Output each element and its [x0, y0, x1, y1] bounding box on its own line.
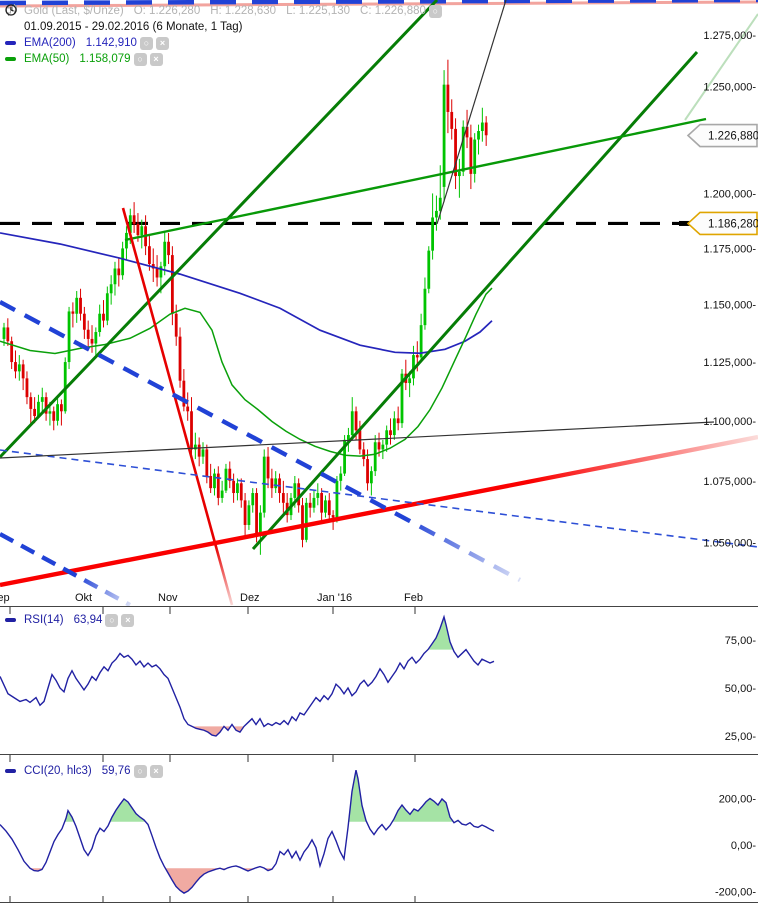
downtrend-steep-red[interactable]	[121, 207, 234, 606]
cci-value: 59,76	[101, 765, 131, 777]
indicator-overbought-fill	[348, 770, 367, 822]
ema200-value: 1.142,910	[85, 37, 137, 49]
instrument-name: Gold (Last, $/Unze)	[24, 5, 124, 17]
cci-legend: CCI(20, hlc3) 59,76 ○ ×	[5, 764, 163, 778]
rsi-legend-row: RSI(14) 63,94 ○ ×	[5, 613, 135, 627]
uptrend-steep-sep[interactable]	[0, 0, 439, 459]
ema200-color-dash	[5, 41, 16, 45]
month-axis-label: Nov	[158, 592, 178, 604]
cci-axis-label: -200,00-	[715, 887, 756, 899]
rsi-remove-button[interactable]: ×	[121, 613, 135, 627]
indicator-overbought-fill	[392, 798, 454, 822]
top-resistance-blue-dashed[interactable]	[0, 0, 758, 6]
instrument-close: C: 1.226,880	[360, 5, 426, 17]
cci-settings-button[interactable]: ○	[133, 764, 147, 778]
projection-pale-green[interactable]	[684, 13, 758, 121]
month-axis-label: Feb	[404, 592, 423, 604]
period-label: 01.09.2015 - 29.02.2016 (6 Monate, 1 Tag…	[24, 21, 243, 33]
steep-thin-black[interactable]	[436, 0, 507, 225]
instrument-open: O: 1.226,280	[133, 5, 201, 17]
indicator-overbought-fill	[64, 810, 74, 822]
rsi-line[interactable]	[0, 614, 495, 737]
month-axis-label: Dez	[240, 592, 260, 604]
price-axis-label: 1.050,000-	[703, 537, 756, 549]
price-axis-label: 1.275,000-	[703, 30, 756, 42]
indicator-overbought-fill	[109, 798, 146, 822]
ema50-settings-button[interactable]: ○	[133, 52, 147, 66]
cci-line[interactable]	[0, 769, 495, 894]
instrument-legend-row: Gold (Last, $/Unze) O: 1.226,280 H: 1.22…	[5, 4, 442, 18]
price-axis-label: 1.150,000-	[703, 300, 756, 312]
rsi-axis-label: 50,00-	[725, 683, 757, 695]
indicator-oversold-fill	[165, 868, 220, 894]
candles-layer	[2, 59, 488, 555]
price-axis-label: 1.125,000-	[703, 357, 756, 369]
rsi-color-dash	[5, 618, 16, 622]
cci-legend-row: CCI(20, hlc3) 59,76 ○ ×	[5, 764, 163, 778]
ema200-legend-row: EMA(200) 1.142,910 ○ ×	[5, 36, 442, 50]
price-axis-label: 1.075,000-	[703, 476, 756, 488]
month-axis-label: Sep	[0, 592, 10, 604]
cci-axis-label: 200,00-	[719, 794, 757, 806]
price-axis-label: 1.100,000-	[703, 416, 756, 428]
rsi-axis-label: 25,00-	[725, 731, 757, 743]
period-legend-row: 01.09.2015 - 29.02.2016 (6 Monate, 1 Tag…	[5, 4, 442, 34]
rsi-label: RSI(14)	[24, 614, 64, 626]
rsi-settings-button[interactable]: ○	[105, 613, 119, 627]
ema200-settings-button[interactable]: ○	[139, 36, 153, 50]
ema200-line[interactable]	[0, 232, 493, 355]
ema50-label: EMA(50)	[24, 53, 70, 65]
downtrend-thick-blue-dashed-2[interactable]	[0, 532, 132, 607]
instrument-low: L: 1.225,130	[286, 5, 351, 17]
cci-remove-button[interactable]: ×	[149, 764, 163, 778]
downtrend-thick-blue-dashed[interactable]	[0, 300, 522, 582]
main-chart-legend: Gold (Last, $/Unze) O: 1.226,280 H: 1.22…	[5, 4, 442, 66]
ema50-color-dash	[5, 57, 16, 61]
price-axis-label: 1.175,000-	[703, 243, 756, 255]
cci-label: CCI(20, hlc3)	[24, 765, 92, 777]
cci-color-dash	[5, 769, 16, 773]
ema50-legend-row: EMA(50) 1.158,079 ○ ×	[5, 52, 442, 66]
instrument-settings-button[interactable]: ○	[428, 4, 442, 18]
rsi-value: 63,94	[73, 614, 103, 626]
indicator-oversold-fill	[233, 726, 244, 733]
ema200-remove-button[interactable]: ×	[155, 36, 169, 50]
uptrend-oct-high[interactable]	[124, 117, 707, 242]
support-thick-red[interactable]	[0, 434, 758, 588]
rsi-axis-label: 75,00-	[725, 635, 757, 647]
price-tag	[686, 123, 758, 148]
instrument-high: H: 1.228,630	[210, 5, 277, 17]
ema50-value: 1.158,079	[79, 53, 131, 65]
uptrend-from-dec-low[interactable]	[251, 51, 699, 550]
cci-axis-label: 0,00-	[731, 840, 756, 852]
price-tag	[686, 211, 758, 236]
price-axis-label: 1.250,000-	[703, 82, 756, 94]
horizontal-thin-black[interactable]	[0, 421, 715, 459]
ema50-remove-button[interactable]: ×	[149, 52, 163, 66]
rsi-legend: RSI(14) 63,94 ○ ×	[5, 613, 135, 627]
month-axis-label: Jan '16	[317, 592, 352, 604]
price-axis-label: 1.200,000-	[703, 188, 756, 200]
downtrend-thin-blue-dashed[interactable]	[0, 449, 758, 548]
price-tag-label: 1.226,880	[708, 131, 758, 143]
ema200-label: EMA(200)	[24, 37, 76, 49]
price-tag-label: 1.186,280	[708, 218, 758, 230]
month-axis-label: Okt	[75, 592, 92, 604]
ema50-line[interactable]	[0, 287, 493, 457]
